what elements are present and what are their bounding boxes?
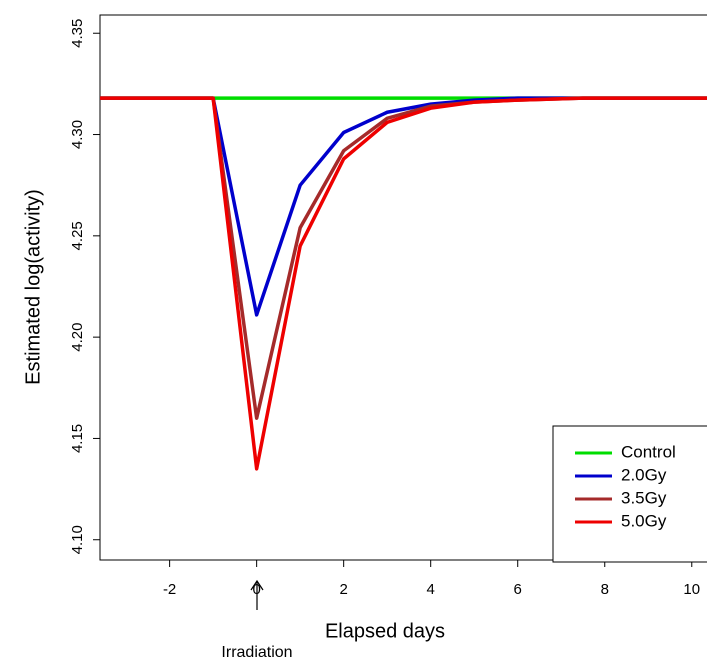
- x-tick-label: 8: [601, 581, 609, 598]
- legend-label: Control: [621, 442, 676, 461]
- y-tick-label: 4.10: [69, 525, 86, 554]
- y-tick-label: 4.25: [69, 221, 86, 250]
- x-axis-label: Elapsed days: [325, 620, 445, 642]
- series-line: [100, 96, 707, 471]
- y-tick-label: 4.30: [69, 120, 86, 149]
- x-tick-label: 2: [339, 581, 347, 598]
- y-axis-label: Estimated log(activity): [22, 189, 44, 385]
- legend-label: 3.5Gy: [621, 488, 667, 507]
- y-tick-label: 4.15: [69, 424, 86, 453]
- series-line: [100, 96, 707, 317]
- y-tick-label: 4.20: [69, 323, 86, 352]
- x-tick-label: 4: [427, 581, 435, 598]
- x-tick-label: -2: [163, 581, 176, 598]
- legend-box: [552, 425, 707, 563]
- x-tick-label: 0: [252, 581, 260, 598]
- plot-area: [100, 96, 707, 471]
- plot-frame: [99, 14, 707, 561]
- arrow-head: [250, 579, 264, 591]
- legend-label: 5.0Gy: [621, 511, 667, 530]
- x-tick-label: 6: [514, 581, 522, 598]
- x-tick-label: 10: [683, 581, 700, 598]
- annotation: Irradiation: [221, 644, 292, 661]
- legend-label: 2.0Gy: [621, 465, 667, 484]
- series-line: [100, 96, 707, 420]
- y-tick-label: 4.35: [69, 19, 86, 48]
